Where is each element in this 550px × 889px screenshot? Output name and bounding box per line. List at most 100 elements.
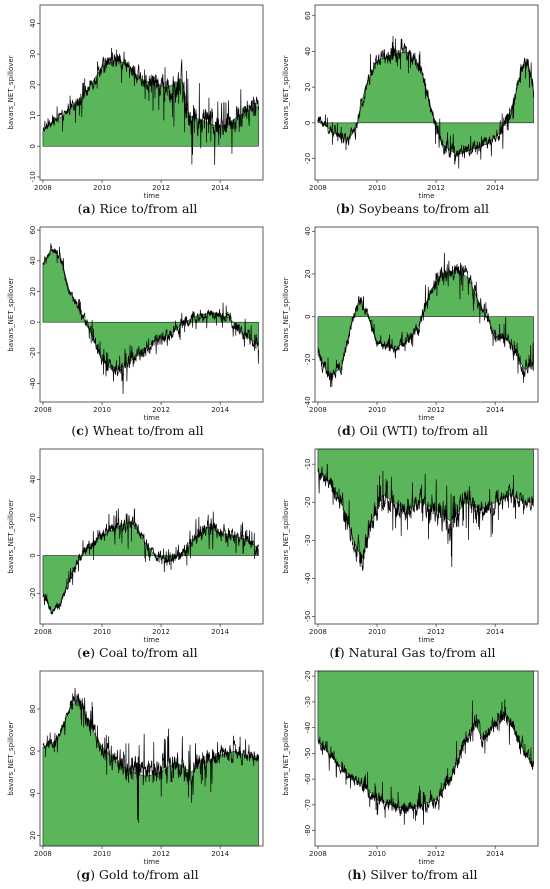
series-line bbox=[42, 243, 259, 394]
x-tick-label: 2014 bbox=[211, 850, 229, 858]
plot-frame bbox=[39, 670, 264, 847]
y-tick-label: -30 bbox=[304, 696, 312, 707]
y-axis-label: bavars_NET_spillover bbox=[7, 277, 15, 351]
y-tick-label: 0 bbox=[29, 553, 37, 557]
plot-frame bbox=[314, 226, 539, 403]
chart-svg-e: 2008 2010 2012 2014 -20 0 20 40 time bavars_NET_s… bbox=[7, 448, 264, 644]
y-tick-label: -50 bbox=[304, 611, 312, 622]
x-axis-label: time bbox=[144, 192, 160, 200]
caption-text: Soybeans to/from all bbox=[358, 201, 490, 216]
series-line bbox=[317, 464, 534, 571]
y-tick-label: 0 bbox=[304, 121, 312, 125]
y-tick-label: 20 bbox=[29, 80, 37, 89]
caption-d: (d) Oil (WTI) to/from all bbox=[337, 423, 488, 438]
y-tick-label: -70 bbox=[304, 799, 312, 810]
caption-text: Gold to/from all bbox=[98, 867, 199, 882]
chart-svg-b: 2008 2010 2012 2014 -20 0 20 40 60 time bavars_NET… bbox=[282, 4, 539, 200]
area-fill-g bbox=[42, 699, 259, 847]
caption-text: Wheat to/from all bbox=[92, 423, 204, 438]
x-axis-label: time bbox=[419, 636, 435, 644]
y-tick-label: 40 bbox=[29, 475, 37, 484]
caption-text: Oil (WTI) to/from all bbox=[359, 423, 488, 438]
x-tick-label: 2010 bbox=[93, 628, 111, 636]
y-tick-label: 0 bbox=[304, 314, 312, 318]
chart-panel-b: 2008 2010 2012 2014 -20 0 20 40 60 time bavars_NET… bbox=[275, 0, 550, 222]
y-tick-label: 40 bbox=[304, 227, 312, 236]
y-axis-label: bavars_NET_spillover bbox=[7, 55, 15, 129]
plot-frame bbox=[314, 670, 539, 847]
y-tick-label: -60 bbox=[304, 773, 312, 784]
series-line bbox=[317, 36, 534, 169]
x-tick-label: 2010 bbox=[368, 628, 386, 636]
chart-svg-c: 2008 2010 2012 2014 -40 -20 0 20 40 60 time bavars_… bbox=[7, 226, 264, 422]
caption-h: (h) Silver to/from all bbox=[347, 867, 478, 882]
chart-panel-e: 2008 2010 2012 2014 -20 0 20 40 time bavars_NET_s… bbox=[0, 444, 275, 666]
area-fill-e bbox=[42, 521, 259, 613]
y-tick-label: -40 bbox=[304, 396, 312, 407]
x-tick-label: 2014 bbox=[486, 184, 504, 192]
y-tick-label: 20 bbox=[29, 287, 37, 296]
y-tick-label: 40 bbox=[29, 789, 37, 798]
x-tick-label: 2014 bbox=[211, 628, 229, 636]
x-tick-label: 2012 bbox=[152, 406, 170, 414]
caption-c: (c) Wheat to/from all bbox=[71, 423, 204, 438]
y-tick-label: -20 bbox=[304, 354, 312, 365]
caption-a: (a) Rice to/from all bbox=[77, 201, 198, 216]
x-tick-label: 2012 bbox=[152, 628, 170, 636]
x-axis-label: time bbox=[144, 858, 160, 866]
caption-text: Coal to/from all bbox=[99, 645, 198, 660]
chart-panel-g: 2008 2010 2012 2014 20 40 60 80 time bavars_NET_s… bbox=[0, 666, 275, 888]
chart-panel-a: 2008 2010 2012 2014 -10 0 10 20 30 40 time bavars_N… bbox=[0, 0, 275, 222]
y-tick-label: -10 bbox=[304, 458, 312, 469]
x-tick-label: 2014 bbox=[211, 184, 229, 192]
caption-text: Natural Gas to/from all bbox=[348, 645, 496, 660]
caption-letter: b bbox=[340, 201, 350, 216]
x-tick-label: 2010 bbox=[368, 406, 386, 414]
plot-frame bbox=[314, 4, 539, 181]
chart-svg-g: 2008 2010 2012 2014 20 40 60 80 time bavars_NET_s… bbox=[7, 670, 264, 866]
y-axis-label: bavars_NET_spillover bbox=[282, 277, 290, 351]
y-tick-label: -40 bbox=[29, 378, 37, 389]
x-tick-label: 2008 bbox=[309, 184, 327, 192]
y-tick-label: -20 bbox=[304, 153, 312, 164]
x-tick-label: 2010 bbox=[93, 184, 111, 192]
x-axis-label: time bbox=[144, 636, 160, 644]
chart-panel-f: 2008 2010 2012 2014 -50 -40 -30 -20 -10 time bavar… bbox=[275, 444, 550, 666]
y-tick-label: -20 bbox=[304, 670, 312, 681]
x-tick-label: 2012 bbox=[427, 406, 445, 414]
y-tick-label: 0 bbox=[29, 320, 37, 324]
x-tick-label: 2008 bbox=[34, 850, 52, 858]
y-tick-label: 80 bbox=[29, 704, 37, 713]
area-fill-h bbox=[317, 670, 534, 811]
x-tick-label: 2010 bbox=[368, 184, 386, 192]
series-line bbox=[42, 47, 259, 165]
y-tick-label: 30 bbox=[29, 50, 37, 59]
x-tick-label: 2014 bbox=[211, 406, 229, 414]
x-tick-label: 2008 bbox=[309, 628, 327, 636]
area-fill bbox=[42, 521, 259, 613]
caption-b: (b) Soybeans to/from all bbox=[335, 201, 490, 216]
x-tick-label: 2008 bbox=[34, 628, 52, 636]
x-tick-label: 2008 bbox=[34, 406, 52, 414]
x-tick-label: 2012 bbox=[427, 850, 445, 858]
y-tick-label: 20 bbox=[29, 513, 37, 522]
area-fill-b bbox=[317, 51, 534, 155]
y-tick-label: 40 bbox=[29, 19, 37, 28]
series-line bbox=[317, 699, 534, 825]
area-fill bbox=[317, 670, 534, 811]
y-tick-label: 40 bbox=[29, 256, 37, 265]
y-tick-label: 60 bbox=[29, 226, 37, 235]
series-line bbox=[42, 687, 259, 823]
caption-e: (e) Coal to/from all bbox=[77, 645, 198, 660]
x-tick-label: 2012 bbox=[152, 184, 170, 192]
y-tick-label: 60 bbox=[29, 747, 37, 756]
x-tick-label: 2012 bbox=[427, 184, 445, 192]
x-axis-label: time bbox=[419, 414, 435, 422]
y-tick-label: 20 bbox=[29, 831, 37, 840]
plot-frame bbox=[39, 448, 264, 625]
caption-f: (f) Natural Gas to/from all bbox=[329, 645, 496, 660]
chart-svg-f: 2008 2010 2012 2014 -50 -40 -30 -20 -10 time bavar… bbox=[282, 448, 539, 644]
caption-letter: c bbox=[76, 423, 84, 438]
y-tick-label: -20 bbox=[304, 497, 312, 508]
